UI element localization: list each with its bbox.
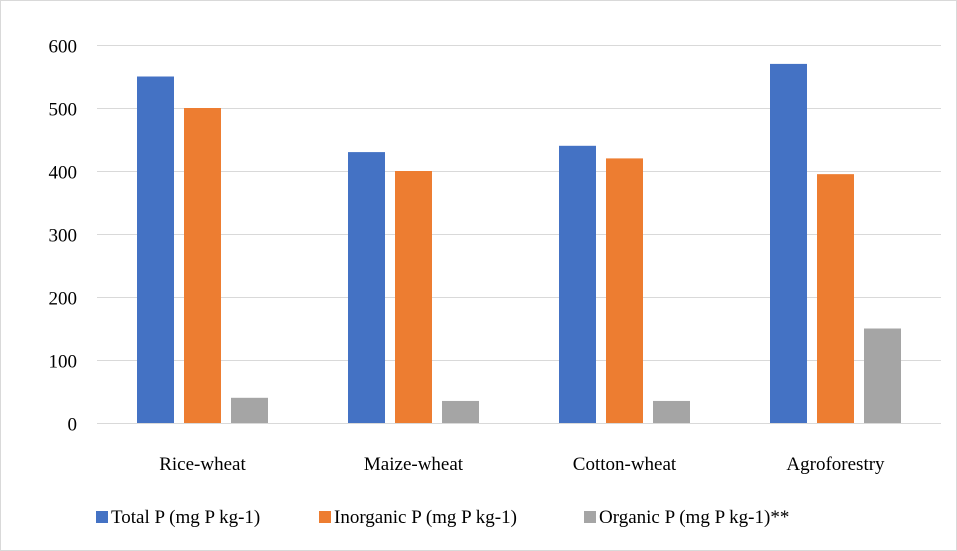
y-tick-label: 500	[49, 100, 78, 121]
x-category-label: Maize-wheat	[364, 454, 464, 475]
x-category-label: Cotton-wheat	[573, 454, 677, 475]
y-tick-label: 400	[49, 163, 78, 184]
bar	[395, 171, 432, 423]
legend-swatch	[96, 511, 108, 523]
y-tick-label: 100	[49, 352, 78, 373]
bar	[817, 174, 854, 423]
legend-swatch	[319, 511, 331, 523]
bar	[864, 328, 901, 423]
legend-swatch	[584, 511, 596, 523]
bar	[442, 400, 479, 423]
legend-label: Total P (mg P kg-1)	[111, 507, 260, 528]
bar	[559, 145, 596, 424]
bars	[137, 63, 901, 424]
y-tick-label: 600	[49, 37, 78, 58]
bar	[348, 152, 385, 423]
bar	[653, 400, 690, 423]
legend: Total P (mg P kg-1) Inorganic P (mg P kg-…	[96, 507, 789, 528]
legend-label: Inorganic P (mg P kg-1)	[334, 507, 517, 528]
bar	[184, 108, 221, 423]
bar	[770, 63, 807, 424]
y-tick-label: 0	[68, 415, 78, 436]
legend-label: Organic P (mg P kg-1)**	[599, 507, 789, 528]
x-axis-category-labels: Rice-wheat Maize-wheat Cotton-wheat Agrofor…	[159, 454, 885, 475]
y-tick-label: 300	[49, 226, 78, 247]
bar	[231, 397, 268, 423]
bar	[137, 76, 174, 423]
bar	[606, 158, 643, 423]
gridlines	[97, 45, 941, 361]
y-tick-label: 200	[49, 289, 78, 310]
y-axis-tick-labels: 0 100 200 300 400 500 600	[49, 37, 78, 436]
x-category-label: Rice-wheat	[159, 454, 246, 475]
x-category-label: Agroforestry	[786, 454, 885, 475]
